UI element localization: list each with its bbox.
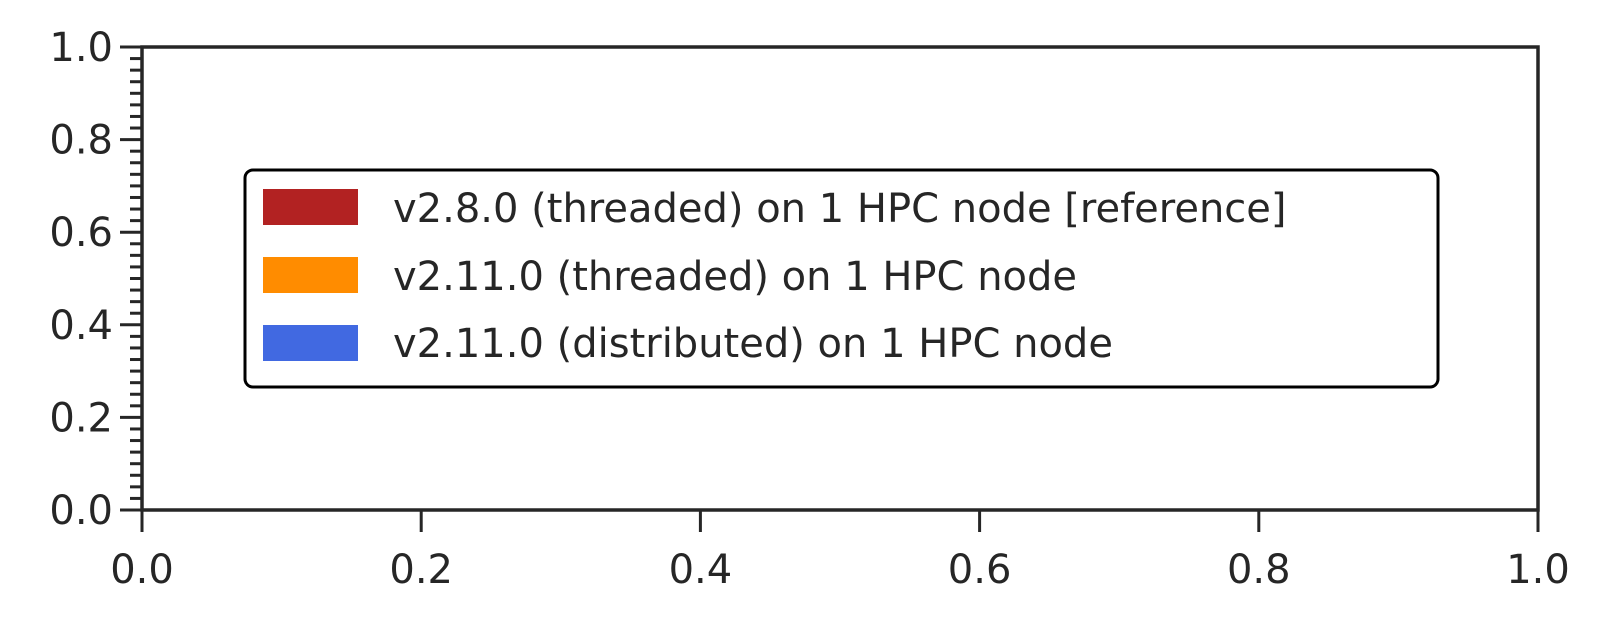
legend-label-1: v2.11.0 (threaded) on 1 HPC node xyxy=(393,254,1077,300)
legend-swatch-1 xyxy=(263,257,358,293)
legend-frame xyxy=(243,168,1440,389)
legend-label-0: v2.8.0 (threaded) on 1 HPC node [referen… xyxy=(393,186,1287,232)
plot-frame xyxy=(140,45,1540,512)
legend-label-2: v2.11.0 (distributed) on 1 HPC node xyxy=(393,321,1113,367)
x-tick-label: 0.6 xyxy=(948,547,1012,593)
x-tick-label: 0.0 xyxy=(110,547,174,593)
y-tick-label: 0.2 xyxy=(49,395,113,441)
y-tick-label: 0.4 xyxy=(49,303,113,349)
y-tick-label: 0.0 xyxy=(49,488,113,534)
y-tick-label: 0.6 xyxy=(49,210,113,256)
legend-swatch-0 xyxy=(263,189,358,225)
y-tick-label: 1.0 xyxy=(49,25,113,71)
legend-swatch-2 xyxy=(263,325,358,361)
x-tick-label: 1.0 xyxy=(1506,547,1570,593)
x-tick-label: 0.4 xyxy=(669,547,733,593)
axes: 0.0 0.2 0.4 0.6 0.8 1.0 0.0 0.2 0.4 0.6 0.8 1.0 xyxy=(49,25,1569,593)
x-tick-label: 0.8 xyxy=(1227,547,1291,593)
y-tick-label: 0.8 xyxy=(49,118,113,164)
legend: v2.8.0 (threaded) on 1 HPC node [referen… xyxy=(243,168,1440,389)
x-tick-label: 0.2 xyxy=(389,547,453,593)
